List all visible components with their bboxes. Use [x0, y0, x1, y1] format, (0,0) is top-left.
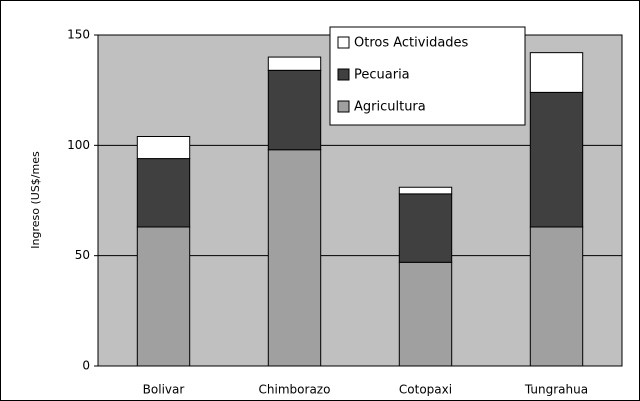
bar-segment	[529, 52, 584, 93]
bar-segment	[529, 226, 584, 367]
legend-swatch	[337, 100, 350, 113]
x-tick-label: Tungrahua	[524, 383, 588, 397]
legend-label: Pecuaria	[354, 68, 410, 83]
bar-segment	[398, 186, 453, 195]
bar-segment	[398, 193, 453, 263]
bar-segment	[267, 149, 322, 367]
y-tick-label: 0	[82, 359, 90, 373]
y-tick-label: 100	[67, 138, 90, 152]
legend-swatch	[337, 68, 350, 81]
bar-segment	[267, 69, 322, 151]
bar-segment	[267, 56, 322, 71]
legend-label: Agricultura	[354, 100, 426, 115]
y-axis-label: Ingreso (US$/mes	[29, 151, 42, 249]
legend: Otros Actividades Pecuaria Agricultura	[329, 26, 526, 126]
bar-segment	[529, 91, 584, 228]
legend-box	[329, 26, 526, 126]
legend-label: Otros Actividades	[354, 36, 469, 51]
x-tick-label: Cotopaxi	[399, 383, 452, 397]
bar-segment	[136, 136, 191, 160]
y-tick-label: 150	[67, 28, 90, 42]
y-tick-label: 50	[75, 248, 90, 262]
bar-segment	[136, 158, 191, 228]
bar-segment	[136, 226, 191, 367]
x-tick-label: Chimborazo	[259, 383, 331, 397]
legend-swatch	[337, 36, 350, 49]
bar-segment	[398, 261, 453, 367]
x-tick-label: Bolivar	[143, 383, 185, 397]
